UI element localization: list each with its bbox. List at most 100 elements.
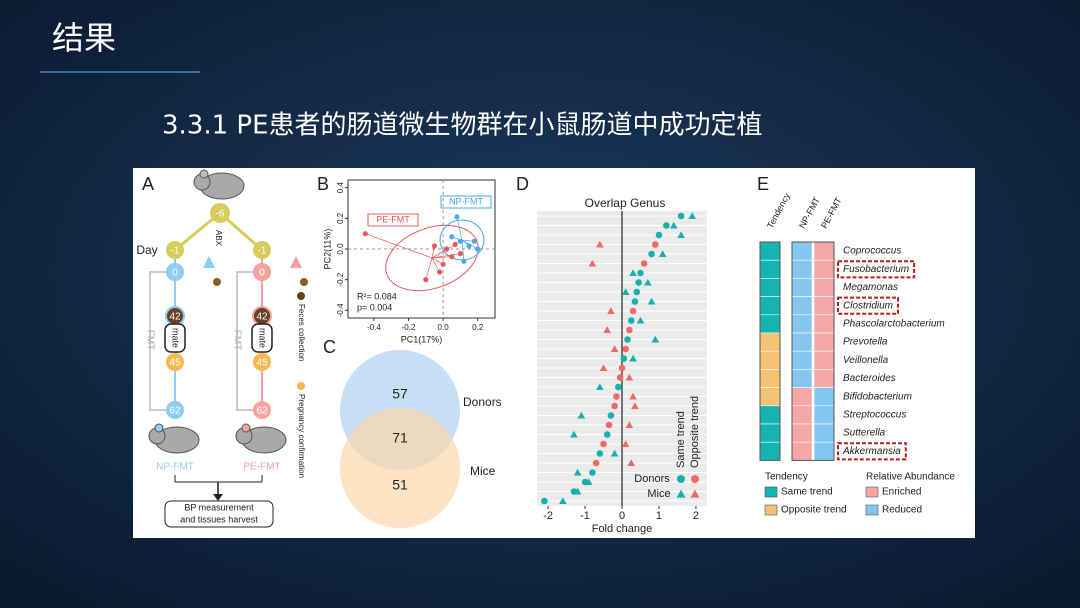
tendency-cell (759, 314, 781, 334)
legend-swatch (865, 504, 879, 516)
donor-point (616, 374, 624, 381)
spider (365, 233, 433, 259)
mouse-ear (154, 423, 164, 433)
mouse-point (669, 221, 678, 229)
genus-label: Akkermansia (842, 446, 901, 457)
spider (431, 257, 440, 273)
day-label: 45 (169, 358, 181, 369)
spider (461, 239, 465, 262)
genus-label: Prevotella (843, 337, 888, 348)
abx-label: ABX (214, 230, 223, 247)
mouse-point (610, 449, 619, 457)
x-tick-label: -0.4 (367, 323, 381, 332)
mouse-point (625, 373, 634, 381)
spider (425, 257, 433, 280)
group-tag (367, 213, 419, 227)
tendency-cell (759, 405, 781, 425)
y-tick-label: -0.2 (336, 272, 345, 286)
mouse-ear (199, 169, 209, 179)
donor-point (600, 440, 607, 448)
donor-point (637, 269, 644, 277)
np-cell (791, 314, 813, 334)
x-axis-label: Fold change (592, 523, 653, 535)
mouse-point (629, 269, 637, 277)
mouse-point (610, 345, 619, 353)
mate-box (251, 323, 273, 353)
legend-title: Tendency (765, 472, 808, 483)
venn-count: 71 (392, 430, 408, 446)
outcome-box (164, 500, 274, 528)
genus-label: Phascolarctobacterium (843, 319, 945, 330)
spider (431, 253, 461, 259)
group-label: NP-FMT (156, 462, 194, 473)
mouse-point (584, 478, 593, 486)
point (423, 277, 429, 283)
x-tick-label: -0.2 (402, 323, 416, 332)
donor-point (640, 260, 648, 267)
donor-point (677, 212, 685, 220)
point (475, 246, 481, 252)
legend-dot (297, 292, 305, 300)
legend-donor (677, 475, 685, 483)
tendency-cell (759, 332, 781, 352)
donor-point (629, 307, 637, 315)
group-tag-label: PE-FMT (376, 214, 410, 224)
pe-cell (813, 405, 835, 425)
mouse-point (573, 468, 582, 476)
np-cell (791, 241, 813, 261)
legend-label: Reduced (882, 505, 922, 516)
mouse-point (629, 354, 637, 362)
legend-label: Same trend (675, 411, 687, 468)
tendency-cell (759, 441, 781, 461)
plot-title: Overlap Genus (585, 196, 666, 210)
point (471, 238, 477, 244)
day-node (253, 353, 271, 371)
legend-label: Mice (647, 488, 670, 500)
spider (431, 244, 456, 259)
pe-cell (813, 423, 835, 443)
genus-label: Streptococcus (843, 410, 906, 421)
feces-icon (300, 278, 308, 286)
day-node (166, 353, 184, 371)
x-axis-label: PC1(17%) (401, 334, 443, 344)
panel-label: B (317, 174, 329, 194)
legend-label: Pregnancy confirmation (297, 394, 306, 478)
mouse-point (688, 212, 697, 220)
day-node (253, 401, 271, 419)
genus-label: Veillonella (843, 355, 889, 366)
tendency-cell (759, 423, 781, 443)
highlight-box (837, 260, 916, 279)
x-tick-label: 0.2 (472, 323, 484, 332)
legend-swatch (764, 486, 778, 498)
legend-label: Opposite trend (689, 396, 701, 468)
mouse-point (577, 411, 586, 419)
tendency-cell (759, 278, 781, 297)
donor-point (615, 383, 622, 391)
genus-label: Bacteroides (843, 373, 896, 384)
mouse-point (627, 459, 636, 467)
pe-cell (813, 241, 835, 261)
donor-point (626, 326, 633, 334)
genus-label: Megamonas (843, 282, 898, 293)
day-node (166, 401, 184, 419)
venn-count: 51 (392, 477, 408, 493)
x-tick-label: 0.0 (438, 323, 450, 332)
legend-label: Donors (634, 473, 670, 485)
day-label: 62 (169, 406, 181, 417)
mouse-point (599, 364, 608, 372)
pe-cell (813, 441, 835, 461)
genus-label: Sutterella (843, 428, 886, 439)
point (457, 251, 464, 257)
mate-box (164, 323, 186, 353)
day-label: 42 (256, 312, 268, 323)
day-label: -1 (171, 246, 180, 257)
mouse-point (621, 440, 630, 448)
np-cell (791, 332, 813, 352)
donor-point (622, 345, 629, 353)
donor-point (611, 402, 618, 410)
mouse-point (588, 259, 597, 267)
outcome-label: and tissues harvest (180, 514, 258, 524)
np-cell (791, 441, 813, 461)
feces-icon (213, 278, 221, 286)
legend-donor (691, 475, 699, 483)
